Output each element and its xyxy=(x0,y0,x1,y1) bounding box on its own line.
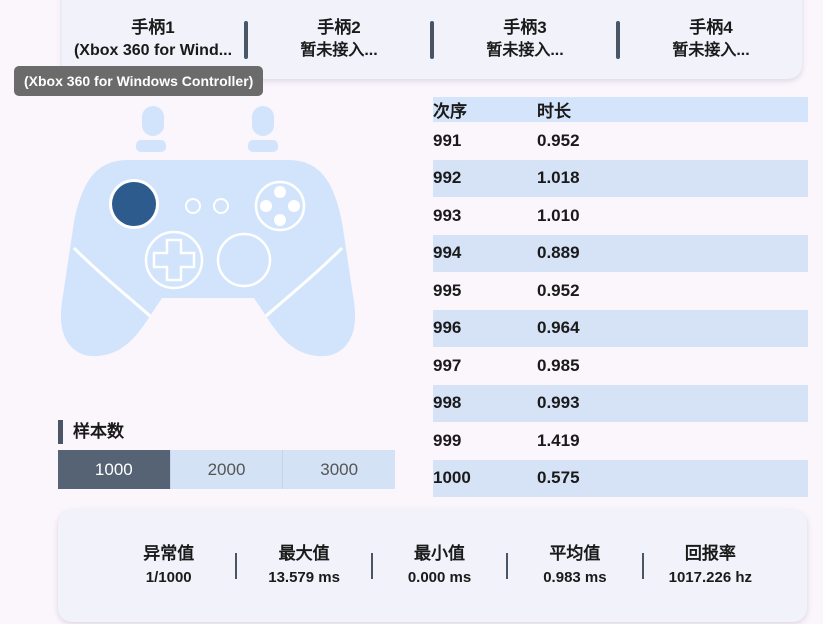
cell-order: 991 xyxy=(433,130,462,150)
tab-subtitle: 暂未接入... xyxy=(300,41,378,59)
cell-duration: 0.985 xyxy=(537,355,580,375)
stat-label: 异常值 xyxy=(143,544,195,563)
tab-controller-1[interactable]: 手柄1 (Xbox 360 for Wind... xyxy=(62,0,244,79)
header-order: 次序 xyxy=(433,102,467,121)
stat-max: 最大值 13.579 ms xyxy=(237,542,370,590)
stat-value: 1017.226 hz xyxy=(668,569,753,586)
cell-order: 993 xyxy=(433,205,462,225)
stat-label: 平均值 xyxy=(549,544,601,563)
stats-panel: 异常值 1/1000 最大值 13.579 ms 最小值 0.000 ms 平均… xyxy=(58,510,807,622)
stat-divider xyxy=(506,553,509,579)
stat-min: 最小值 0.000 ms xyxy=(373,542,506,590)
header-duration: 时长 xyxy=(537,102,571,121)
tab-title: 手柄4 xyxy=(689,17,733,37)
tab-controller-3[interactable]: 手柄3 暂未接入... xyxy=(434,0,616,79)
stat-label: 最小值 xyxy=(414,544,466,563)
controller-name-tooltip: (Xbox 360 for Windows Controller) xyxy=(14,66,264,96)
cell-order: 997 xyxy=(433,355,462,375)
stat-value: 1/1000 xyxy=(145,569,192,586)
cell-duration: 0.964 xyxy=(537,318,580,338)
tab-divider xyxy=(430,20,434,59)
sample-option-3000[interactable]: 3000 xyxy=(320,459,359,479)
latency-table: 次序 时长 991 0.952 992 1.018 993 1.010 994 … xyxy=(433,97,808,497)
stat-value: 0.983 ms xyxy=(543,569,607,586)
table-row: 997 0.985 xyxy=(433,347,808,385)
stat-value: 0.000 ms xyxy=(407,569,472,586)
table-row: 1000 0.575 xyxy=(433,459,808,497)
sample-option-1000[interactable]: 1000 xyxy=(58,450,171,489)
stat-value: 13.579 ms xyxy=(268,569,340,586)
cell-order: 996 xyxy=(433,318,462,338)
tab-divider xyxy=(616,20,620,59)
table-row: 993 1.010 xyxy=(433,197,808,235)
sample-count-label: 样本数 xyxy=(58,420,124,444)
stat-divider xyxy=(370,553,373,579)
stat-label: 最大值 xyxy=(278,544,330,563)
tab-title: 手柄3 xyxy=(503,17,547,37)
cell-duration: 0.575 xyxy=(537,468,580,488)
sample-count-selector: 1000 2000 3000 xyxy=(58,450,395,489)
cell-duration: 0.952 xyxy=(537,130,580,150)
cell-duration: 1.018 xyxy=(537,168,580,188)
table-row: 996 0.964 xyxy=(433,309,808,347)
controller-tabbar: 手柄1 (Xbox 360 for Wind... 手柄2 暂未接入... 手柄… xyxy=(62,0,802,79)
cell-order: 992 xyxy=(433,168,462,188)
table-row: 994 0.889 xyxy=(433,234,808,272)
cell-duration: 1.419 xyxy=(537,430,580,450)
table-row: 991 0.952 xyxy=(433,122,808,160)
table-row: 995 0.952 xyxy=(433,272,808,310)
stat-polling-rate: 回报率 1017.226 hz xyxy=(644,542,777,590)
cell-order: 1000 xyxy=(433,468,471,488)
gamepad-icon xyxy=(60,106,356,357)
tab-controller-4[interactable]: 手柄4 暂未接入... xyxy=(620,0,802,79)
cell-order: 999 xyxy=(433,430,462,450)
cell-duration: 1.010 xyxy=(537,205,580,225)
cell-duration: 0.952 xyxy=(537,280,580,300)
table-row: 999 1.419 xyxy=(433,422,808,460)
tab-divider xyxy=(244,20,248,59)
stat-divider xyxy=(641,553,644,579)
tab-title: 手柄2 xyxy=(317,17,361,37)
tab-title: 手柄1 xyxy=(131,17,175,37)
table-row: 998 0.993 xyxy=(433,384,808,422)
cell-duration: 0.889 xyxy=(537,243,580,263)
cell-order: 998 xyxy=(433,393,462,413)
table-header: 次序 时长 xyxy=(433,97,808,122)
cell-duration: 0.993 xyxy=(537,393,580,413)
stat-average: 平均值 0.983 ms xyxy=(508,542,641,590)
stat-outliers: 异常值 1/1000 xyxy=(102,542,235,590)
tab-controller-2[interactable]: 手柄2 暂未接入... xyxy=(248,0,430,79)
sample-option-2000[interactable]: 2000 xyxy=(171,450,284,489)
stat-label: 回报率 xyxy=(684,544,736,563)
table-row: 992 1.018 xyxy=(433,159,808,197)
cell-order: 994 xyxy=(433,243,462,263)
tab-subtitle: 暂未接入... xyxy=(672,41,750,59)
tab-subtitle: 暂未接入... xyxy=(486,41,564,59)
cell-order: 995 xyxy=(433,280,462,300)
stat-divider xyxy=(235,553,238,579)
tab-subtitle: (Xbox 360 for Wind... xyxy=(73,41,233,59)
